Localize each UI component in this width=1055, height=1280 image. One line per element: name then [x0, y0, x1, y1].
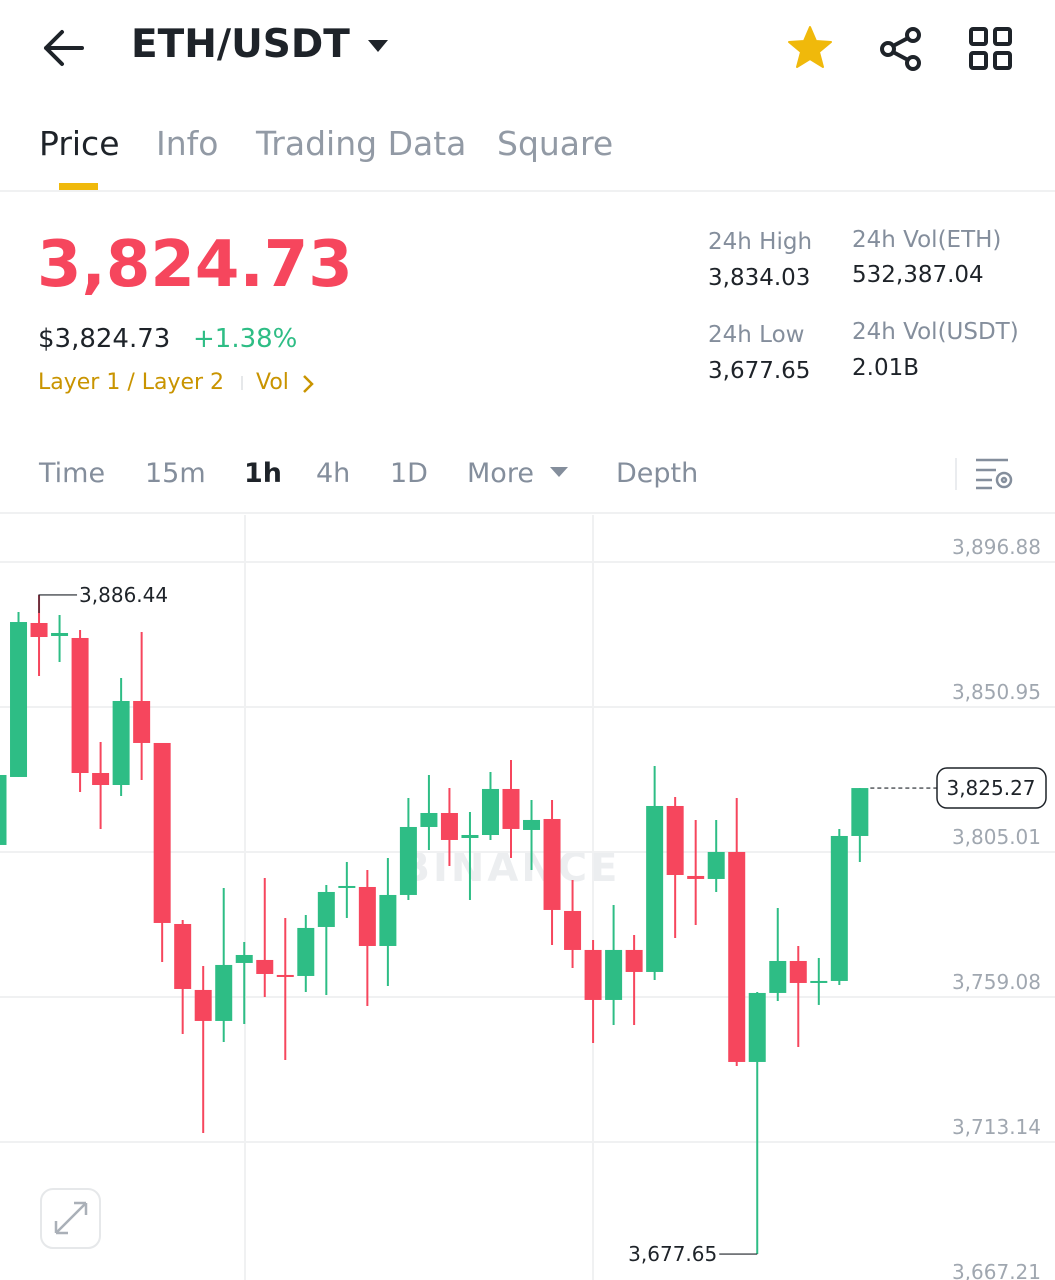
candle-body — [810, 980, 828, 983]
tab[interactable]: Info — [156, 124, 219, 163]
y-tick-label: 3,667.21 — [952, 1260, 1041, 1280]
candle-body — [646, 805, 664, 972]
interval-option[interactable]: More — [467, 458, 534, 489]
sector-tag[interactable]: Layer 1 / Layer 2 — [38, 370, 225, 395]
candle-body — [830, 835, 848, 981]
candle-body — [153, 742, 171, 923]
candle-body — [51, 632, 69, 636]
back-button[interactable] — [40, 28, 86, 68]
min-label: 3,677.65 — [628, 1242, 717, 1266]
last-price-box — [936, 767, 1047, 809]
candle-body — [215, 964, 233, 1021]
candle-body — [605, 949, 623, 1000]
candle-body — [523, 819, 541, 830]
y-tick-label: 3,896.88 — [952, 535, 1041, 559]
max-label: 3,886.44 — [79, 583, 168, 607]
share-icon[interactable] — [878, 25, 926, 73]
candle-body — [687, 875, 705, 879]
fiat-price: $3,824.73 — [38, 324, 171, 354]
candle-body — [0, 774, 7, 845]
candle-body — [256, 959, 274, 974]
last-price-label: 3,825.27 — [946, 776, 1035, 800]
interval-option[interactable]: 4h — [316, 458, 351, 489]
candle-body — [502, 788, 520, 829]
divider — [0, 512, 1055, 514]
y-tick-label: 3,805.01 — [952, 825, 1041, 849]
favorite-star[interactable] — [786, 24, 834, 72]
interval-option-selected[interactable]: 1h — [244, 458, 283, 489]
interval-option[interactable]: 15m — [145, 458, 206, 489]
candle-body — [481, 788, 499, 835]
candle-body — [666, 805, 684, 875]
grid-menu-icon[interactable] — [968, 26, 1014, 72]
candle-body — [625, 949, 643, 972]
last-price: 3,824.73 — [37, 228, 353, 302]
candle-body — [769, 960, 787, 993]
candle-body — [71, 637, 89, 773]
stat-value: 3,834.03 — [708, 265, 811, 291]
stat-label: 24h Low — [708, 322, 805, 348]
tab-indicator — [59, 183, 98, 190]
candle-body — [194, 989, 212, 1021]
candle-body — [707, 851, 725, 879]
more-caret — [550, 467, 568, 477]
candlestick-chart: BINANCE 3,896.883,850.953,805.013,759.08… — [0, 515, 1055, 1280]
candle-body — [543, 818, 561, 910]
candle-body — [235, 954, 253, 963]
candle-body — [133, 700, 151, 743]
candle-body — [92, 772, 110, 785]
divider — [0, 190, 1055, 192]
stat-value: 3,677.65 — [708, 358, 811, 384]
candle-body — [174, 923, 192, 989]
y-tick-label: 3,759.08 — [952, 970, 1041, 994]
candle-body — [728, 851, 746, 1062]
pair-dropdown[interactable] — [366, 38, 390, 54]
chart-settings-icon[interactable] — [974, 456, 1014, 492]
pair-title[interactable]: ETH/USDT — [131, 22, 350, 67]
candle-body — [379, 894, 397, 946]
candle-body — [30, 622, 48, 638]
candle-body — [564, 910, 582, 950]
tag-separator — [241, 376, 243, 390]
stat-value: 2.01B — [852, 355, 919, 381]
y-tick-label: 3,850.95 — [952, 680, 1041, 704]
candle-body — [276, 974, 294, 977]
tab[interactable]: Price — [39, 124, 120, 163]
candle-body — [420, 812, 438, 827]
candle-body — [399, 826, 417, 895]
candle-body — [297, 927, 315, 976]
vol-link[interactable]: Vol — [256, 370, 289, 395]
candle-body — [112, 700, 130, 785]
candle-body — [748, 992, 766, 1062]
tab[interactable]: Square — [497, 124, 614, 163]
fullscreen-icon — [54, 1201, 88, 1235]
candle-body — [358, 886, 376, 946]
vol-chevron — [303, 375, 314, 393]
interval-option[interactable]: Time — [39, 458, 106, 489]
stat-label: 24h Vol(ETH) — [852, 227, 1002, 253]
candle-body — [440, 812, 458, 840]
interval-option[interactable]: Depth — [616, 458, 699, 489]
candle-body — [461, 834, 479, 838]
max-marker — [38, 594, 78, 613]
tab[interactable]: Trading Data — [256, 124, 467, 163]
price-change: +1.38% — [193, 324, 298, 354]
candle-body — [851, 788, 869, 836]
y-tick-label: 3,713.14 — [952, 1115, 1041, 1139]
separator — [955, 458, 957, 490]
candle-body — [789, 960, 807, 983]
candle-body — [338, 885, 356, 888]
stat-label: 24h Vol(USDT) — [852, 319, 1019, 345]
candle-body — [584, 949, 602, 1000]
candle-body — [10, 622, 28, 777]
stat-label: 24h High — [708, 229, 813, 255]
interval-option[interactable]: 1D — [390, 458, 428, 489]
candle-body — [317, 891, 335, 927]
stat-value: 532,387.04 — [852, 262, 984, 288]
